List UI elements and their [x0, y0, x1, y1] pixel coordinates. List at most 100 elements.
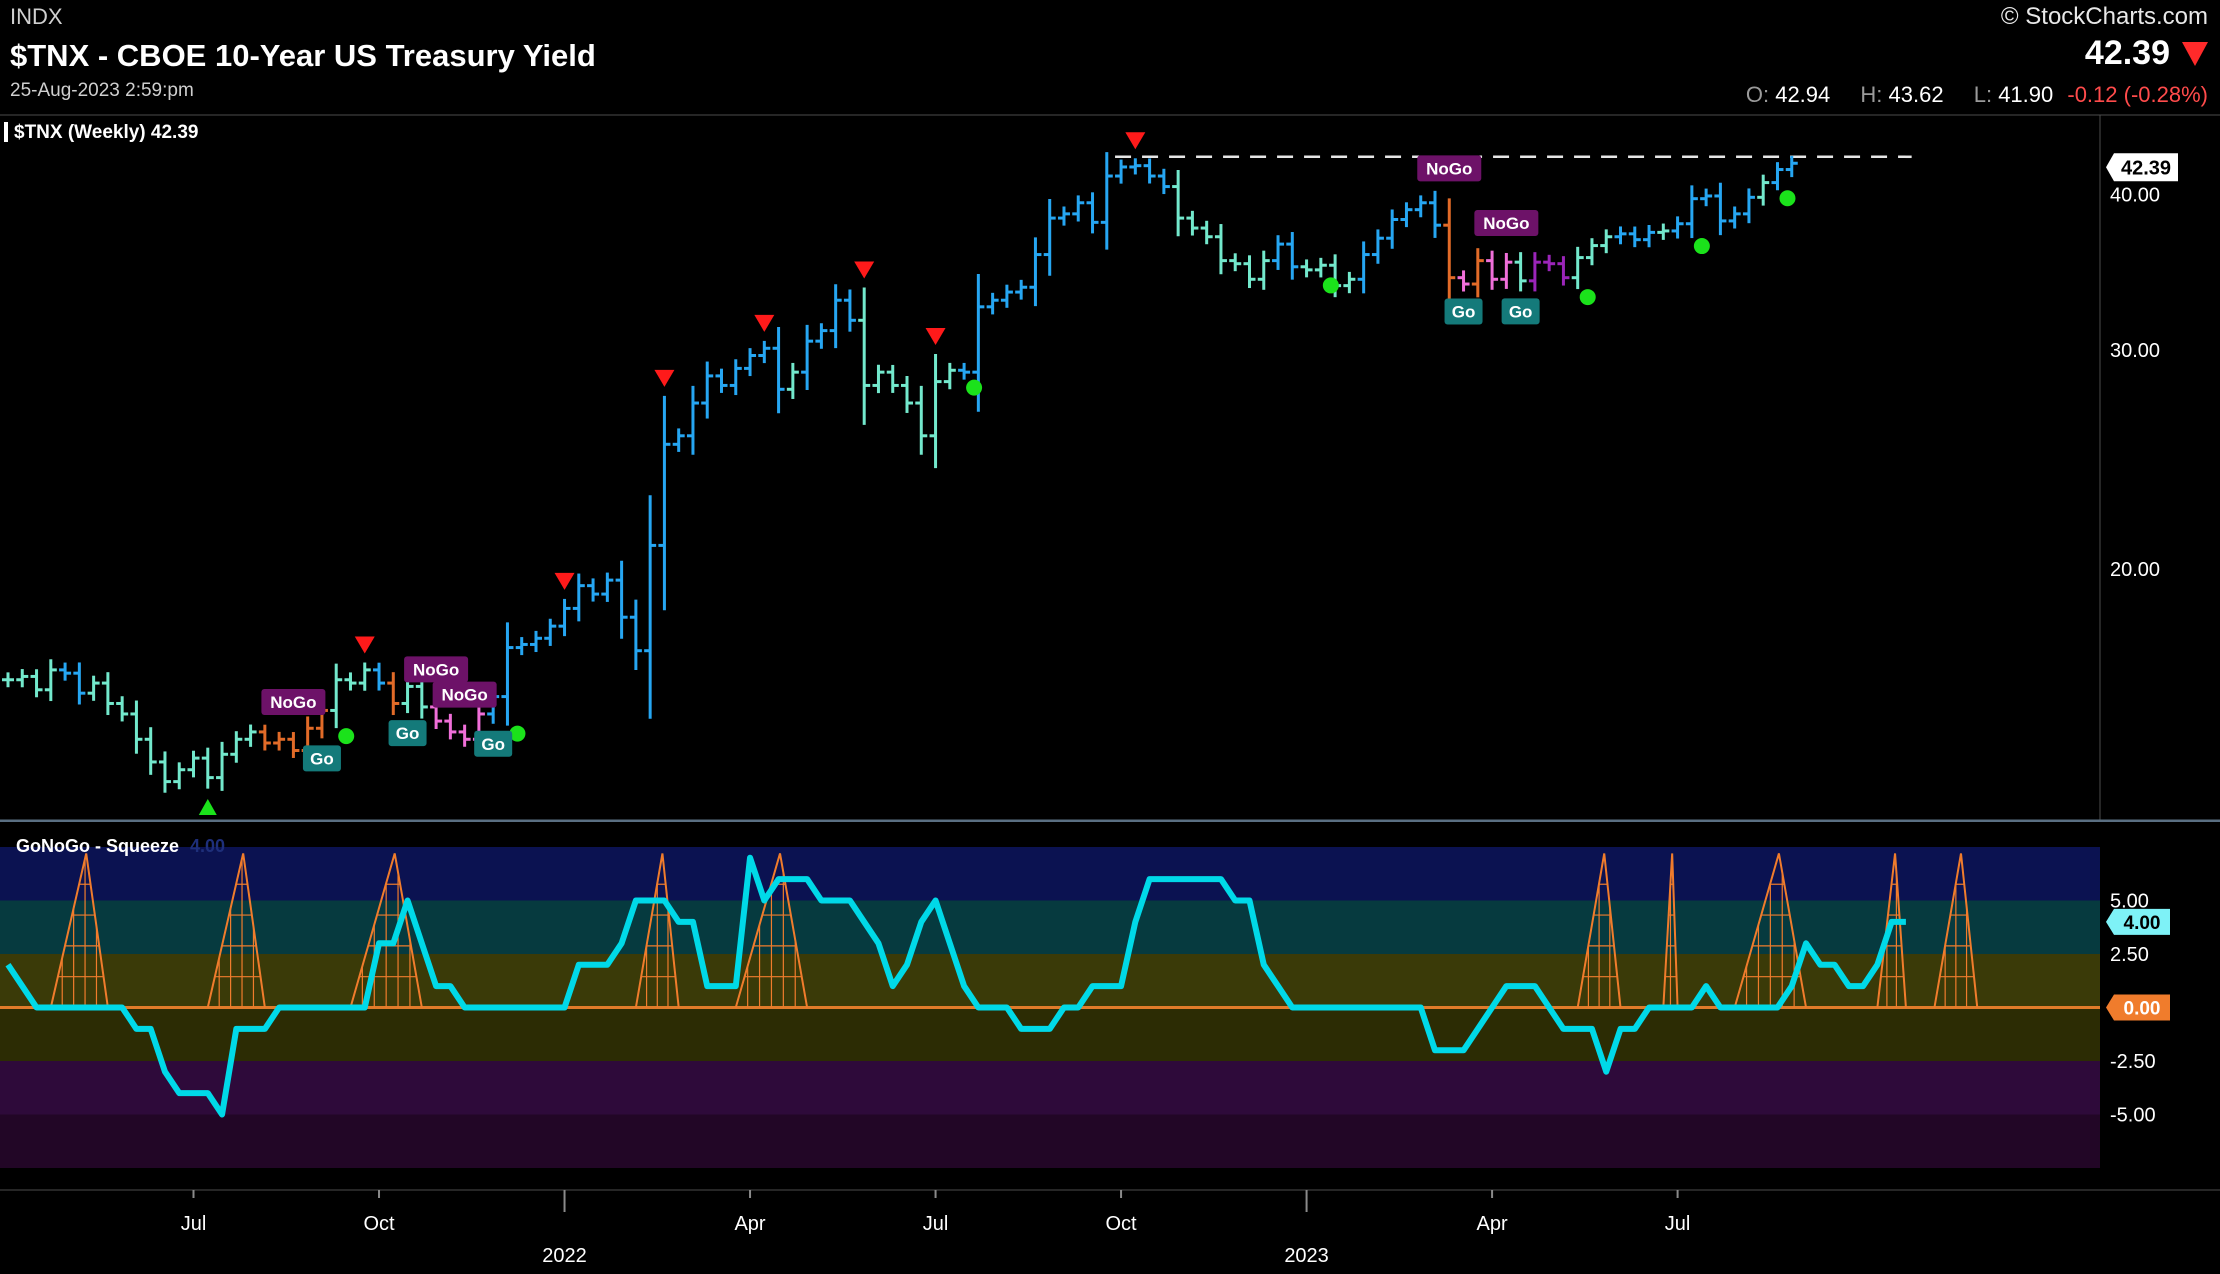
- go-dot-marker: [1693, 238, 1710, 255]
- price-bar: [615, 560, 628, 639]
- price-bar: [744, 348, 757, 377]
- price-bar: [344, 672, 357, 691]
- nogo-tag-label: NoGo: [1426, 159, 1472, 178]
- price-bar: [1614, 226, 1627, 245]
- oscillator-panel[interactable]: 5.00 2.50 -2.50 -5.00 GoNoGo - Squeeze 4.00 4.…: [0, 822, 2220, 1190]
- low-label: L:: [1973, 82, 1993, 107]
- price-bar: [1272, 235, 1285, 270]
- osc-last-tag: 4.00: [2124, 913, 2161, 934]
- squeeze-outline: [634, 853, 680, 1008]
- last-price: 42.39: [2084, 34, 2170, 72]
- price-bar: [1000, 284, 1013, 308]
- low-value: 41.90: [1998, 82, 2054, 107]
- go-up-triangle-marker: [198, 799, 217, 815]
- open-value: 42.94: [1775, 82, 1831, 107]
- squeeze-grid: [1933, 853, 1979, 1008]
- price-bar: [715, 368, 728, 393]
- price-bar: [1229, 253, 1242, 272]
- price-bar: [1343, 271, 1356, 294]
- go-tag: Go: [1501, 298, 1540, 325]
- nogo-tag: NoGo: [1417, 155, 1482, 182]
- x-tick-label: Jul: [1665, 1213, 1691, 1235]
- price-bar: [1414, 195, 1427, 218]
- price-bar: [772, 326, 785, 414]
- price-bar: [1528, 252, 1541, 292]
- price-bar: [1742, 188, 1755, 224]
- price-bar: [401, 677, 414, 714]
- nogo-tag: NoGo: [404, 656, 469, 683]
- price-bar: [801, 324, 814, 390]
- exchange-label: INDX: [10, 4, 63, 29]
- price-bar: [1757, 174, 1770, 206]
- osc-legend: GoNoGo - Squeeze: [16, 836, 179, 856]
- price-y-tick-label: 30.00: [2110, 340, 2160, 362]
- chart-header: INDX $TNX - CBOE 10-Year US Treasury Yie…: [0, 0, 2220, 112]
- osc-last-tag-bg: [2106, 908, 2170, 935]
- price-bar: [1785, 155, 1798, 178]
- nogo-tag-bg: [1474, 209, 1539, 236]
- price-bar: [201, 747, 214, 789]
- nogo-triangle-marker: [1125, 132, 1146, 150]
- price-bar: [1072, 195, 1085, 222]
- nogo-triangle-marker: [754, 314, 775, 332]
- price-bar: [1714, 182, 1727, 236]
- price-bar: [529, 630, 542, 653]
- price-bar: [829, 284, 842, 349]
- chart-title: $TNX - CBOE 10-Year US Treasury Yield: [10, 38, 596, 73]
- osc-y-tick-label: -5.00: [2110, 1105, 2156, 1127]
- price-bar: [1100, 152, 1113, 250]
- price-bar: [1115, 159, 1128, 184]
- x-axis: Jul Oct 2022 Apr Jul Oct 2023 Apr Jul: [0, 1189, 2220, 1267]
- price-bar: [858, 287, 871, 425]
- osc-y-tick-label: -2.50: [2110, 1051, 2156, 1073]
- price-bar: [872, 364, 885, 394]
- squeeze-outline: [734, 853, 809, 1008]
- go-dot-marker: [1322, 277, 1339, 294]
- price-bar: [373, 662, 386, 691]
- price-bar: [1443, 198, 1456, 309]
- squeeze-grid: [634, 853, 680, 1008]
- price-bar: [843, 289, 856, 332]
- price-bar: [1057, 206, 1070, 226]
- price-bar: [415, 675, 428, 719]
- price-last-tag: 42.39: [2121, 157, 2171, 179]
- price-bar: [658, 395, 671, 611]
- go-dot-marker: [966, 379, 983, 396]
- price-bar: [1300, 259, 1313, 278]
- price-bar: [701, 361, 714, 419]
- go-dot-marker: [338, 728, 355, 745]
- price-bar: [116, 696, 129, 722]
- nogo-tag: NoGo: [432, 681, 497, 708]
- price-bar: [458, 724, 471, 747]
- nogo-tag: NoGo: [1474, 209, 1539, 236]
- x-tick-label: Apr: [734, 1213, 765, 1235]
- price-bar: [886, 364, 899, 393]
- go-dot-marker: [509, 725, 526, 742]
- price-bar: [958, 362, 971, 380]
- price-bar: [786, 362, 799, 399]
- price-panel[interactable]: 40.00 30.00 20.00 NoGo NoGo NoGo NoGo NoGo Go Go G…: [0, 114, 2220, 1190]
- price-bar: [173, 762, 186, 790]
- price-y-tick-label: 40.00: [2110, 185, 2160, 207]
- price-bar: [1143, 158, 1156, 184]
- price-bar: [1457, 270, 1470, 292]
- nogo-tag-bg: [432, 681, 497, 708]
- stockcharts-credit[interactable]: © StockCharts.com: [2000, 3, 2208, 30]
- price-bar: [1400, 202, 1413, 228]
- nogo-triangle-marker: [854, 261, 875, 279]
- go-dot-marker: [1579, 289, 1596, 306]
- nogo-tag-label: NoGo: [441, 686, 487, 705]
- price-bar: [915, 385, 928, 455]
- nogo-tag-bg: [261, 689, 326, 716]
- price-bar: [1628, 226, 1641, 248]
- x-tick-label: Oct: [1105, 1213, 1137, 1235]
- squeeze-grid: [1576, 853, 1622, 1008]
- nogo-tag-bg: [1417, 155, 1482, 182]
- nogo-triangle-marker: [925, 327, 946, 345]
- price-bar: [1172, 169, 1185, 237]
- price-bar: [1086, 192, 1099, 234]
- price-bar: [1286, 232, 1299, 280]
- go-dot-marker: [1779, 190, 1796, 207]
- price-bar: [901, 376, 914, 413]
